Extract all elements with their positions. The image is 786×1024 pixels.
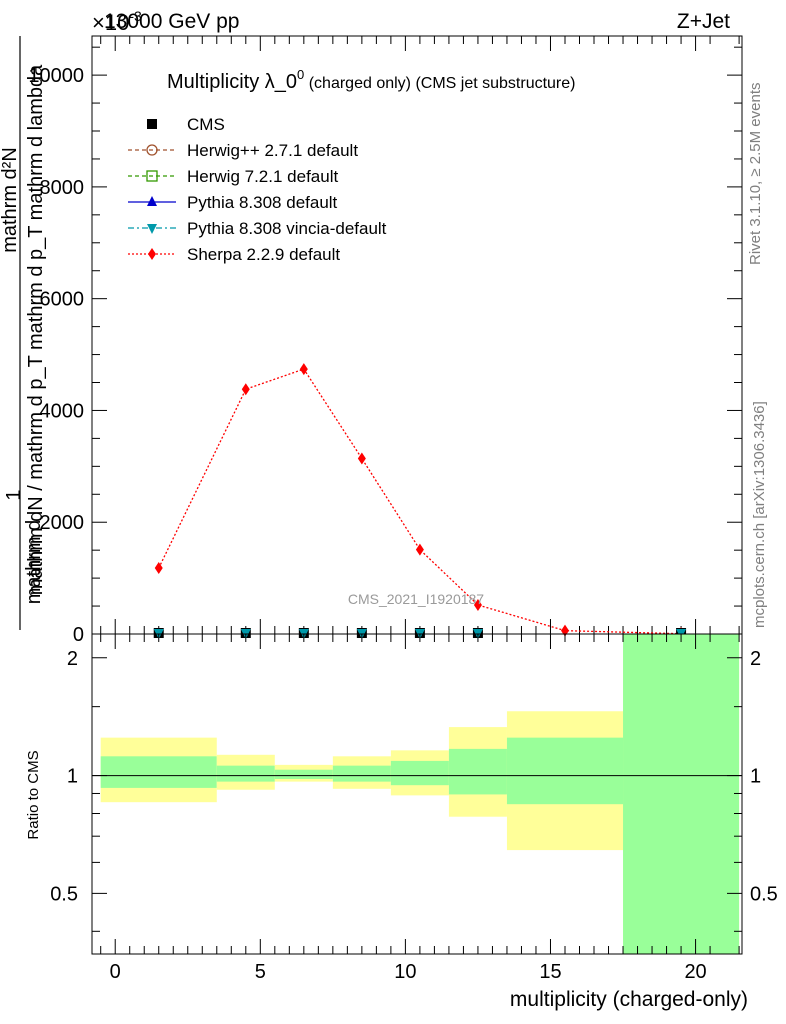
- main-series: [153, 363, 687, 639]
- data-point: [241, 383, 250, 396]
- x-tick-label: 5: [255, 961, 266, 983]
- main-panel: 0 2000 4000 6000 8000 10000 CMS_2021_I1920187: [28, 35, 743, 646]
- ratio-y-label: Ratio to CMS: [25, 750, 42, 839]
- legend-label: Herwig++ 2.7.1 default: [187, 141, 358, 160]
- y-tick-label: 6000: [40, 289, 85, 311]
- data-point: [415, 543, 424, 556]
- data-point: [154, 562, 163, 575]
- ratio-band-green: [332, 765, 391, 782]
- plot-title: Multiplicity λ_00 (charged only) (CMS je…: [167, 67, 575, 93]
- legend-label: CMS: [187, 115, 225, 134]
- legend-label: Pythia 8.308 vincia-default: [187, 219, 387, 238]
- exponent-label: ×10-3: [92, 8, 142, 35]
- main-y-axis: 0 2000 4000 6000 8000 10000: [28, 46, 742, 646]
- x-tick-label: 10: [394, 961, 416, 983]
- ratio-y-tick-label-right: 1: [750, 766, 761, 788]
- ratio-y-tick-label-right: 0.5: [750, 883, 778, 905]
- ratio-y-tick-label: 0.5: [50, 883, 78, 905]
- watermark: CMS_2021_I1920187: [348, 591, 484, 607]
- legend: CMS Herwig++ 2.7.1 default Herwig 7.2.1 de…: [128, 115, 387, 264]
- series-line-sherpa: [158, 368, 682, 635]
- ratio-x-axis: 0 5 10 15 20: [100, 634, 740, 983]
- x-tick-label: 20: [684, 961, 706, 983]
- legend-marker: [147, 196, 157, 206]
- legend-label: Pythia 8.308 default: [187, 193, 338, 212]
- ratio-panel: 0.5 0.5 1 1 2 2 0 5 10 15 20 Ratio to CMS multipl…: [25, 633, 778, 1011]
- ratio-band-green: [216, 765, 275, 782]
- x-tick-label: 15: [539, 961, 561, 983]
- ratio-y-tick-label: 2: [67, 648, 78, 670]
- process-label: Z+Jet: [677, 10, 730, 33]
- legend-marker: [146, 170, 158, 182]
- ratio-y-axis: 0.5 0.5 1 1 2 2: [50, 648, 778, 932]
- y-label-one: 1: [3, 489, 25, 500]
- data-point: [357, 452, 366, 465]
- main-x-ticks: [100, 36, 740, 634]
- y-label-numerator-sup: mathrm d: [23, 520, 45, 604]
- y-tick-label: 0: [73, 624, 84, 646]
- ratio-band-green: [623, 634, 740, 954]
- ratio-band-green: [274, 769, 333, 779]
- legend-label: Herwig 7.2.1 default: [187, 167, 338, 186]
- data-point: [299, 363, 308, 376]
- legend-marker: [148, 248, 156, 260]
- ratio-band-green: [506, 737, 624, 805]
- legend-marker: [147, 119, 157, 129]
- ratio-band-green: [448, 748, 507, 795]
- x-tick-label: 0: [110, 961, 121, 983]
- data-point: [473, 598, 482, 611]
- y-tick-label: 2000: [40, 512, 85, 534]
- x-axis-label: multiplicity (charged-only): [510, 988, 748, 1011]
- rivet-label: Rivet 3.1.10, ≥ 2.5M events: [747, 83, 764, 266]
- ratio-bands: [100, 634, 740, 954]
- legend-marker: [146, 144, 158, 156]
- energy-label: 13000 GeV pp: [104, 10, 239, 33]
- ratio-band-green: [390, 760, 449, 786]
- y-tick-label: 8000: [40, 177, 85, 199]
- mcplots-label: mcplots.cern.ch [arXiv:1306.3436]: [751, 401, 768, 628]
- y-label-numerator: mathrm d²N: [0, 147, 21, 253]
- y-tick-label: 4000: [40, 400, 85, 422]
- y-tick-label: 10000: [28, 65, 84, 87]
- ratio-band-green: [100, 756, 217, 788]
- y-label-denominator: mathrm dN / mathrm d p_T mathrm d p_T ma…: [25, 64, 47, 595]
- ratio-frame: [91, 633, 743, 955]
- ratio-y-tick-label: 1: [67, 766, 78, 788]
- ratio-y-tick-label-right: 2: [750, 648, 761, 670]
- legend-marker: [147, 224, 157, 234]
- main-y-label: mathrm d 1 mathrm d²N mathrm dN / mathrm…: [0, 36, 47, 630]
- legend-label: Sherpa 2.2.9 default: [187, 245, 340, 264]
